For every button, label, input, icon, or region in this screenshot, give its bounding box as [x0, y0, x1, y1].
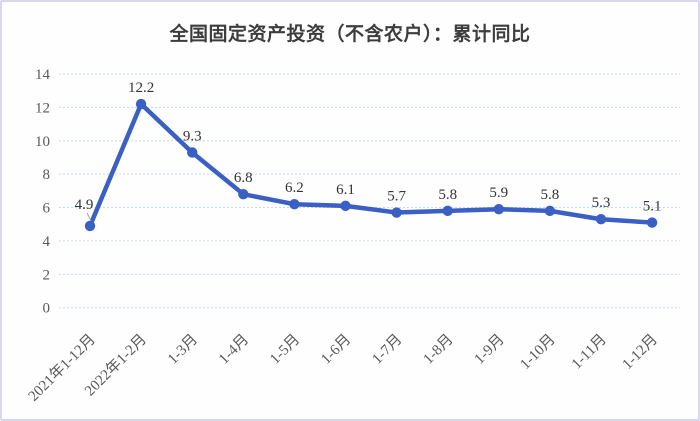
x-tick-label: 1-8月 [420, 332, 456, 368]
x-tick-label: 1-4月 [216, 332, 252, 368]
data-line [87, 101, 655, 229]
data-point [544, 205, 556, 217]
data-label: 6.8 [234, 170, 253, 186]
data-label: 5.3 [592, 195, 611, 211]
y-tick-label: 14 [35, 67, 51, 83]
label-leader-line [86, 212, 92, 222]
x-tick-label: 1-10月 [517, 332, 558, 373]
data-point [135, 98, 147, 110]
y-tick-label: 0 [43, 301, 51, 317]
chart-title: 全国固定资产投资（不含农户）：累计同比 [169, 24, 531, 45]
data-point [84, 220, 96, 232]
data-label: 5.8 [438, 187, 457, 203]
data-point [289, 199, 300, 210]
data-point [340, 200, 351, 212]
x-tick-label: 1-3月 [165, 332, 201, 368]
data-point [238, 188, 249, 200]
x-tick-label: 1-7月 [369, 332, 405, 368]
y-tick-label: 10 [35, 134, 50, 150]
x-tick-label: 1-5月 [267, 332, 303, 368]
y-tick-label: 2 [43, 267, 51, 283]
data-label: 6.1 [336, 182, 355, 198]
y-tick-label: 8 [43, 167, 51, 183]
data-label: 12.2 [128, 80, 154, 96]
data-point [493, 204, 504, 215]
data-label: 4.9 [75, 197, 94, 213]
data-point [595, 214, 607, 225]
data-label: 5.1 [643, 199, 662, 215]
data-label: 5.8 [541, 187, 560, 203]
y-tick-label: 6 [43, 201, 51, 217]
x-tick-label: 1-6月 [318, 332, 354, 368]
data-label: 5.7 [387, 189, 406, 205]
data-label: 5.9 [489, 185, 508, 201]
data-point [646, 217, 658, 228]
data-point [442, 205, 453, 217]
data-point [391, 207, 402, 218]
x-tick-label: 1-11月 [569, 332, 610, 373]
data-point [187, 147, 198, 158]
data-label: 9.3 [183, 128, 202, 144]
x-tick-label: 1-12月 [620, 332, 661, 373]
y-tick-label: 12 [35, 100, 50, 116]
data-label: 6.2 [285, 180, 304, 196]
y-tick-label: 4 [43, 234, 51, 250]
x-tick-label: 1-9月 [472, 332, 508, 368]
